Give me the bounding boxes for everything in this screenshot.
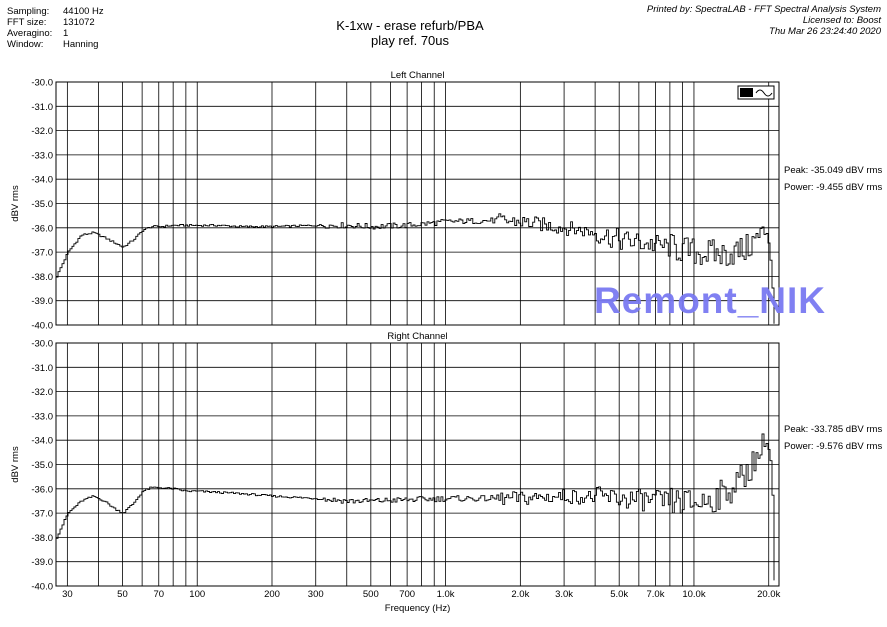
x-tick-label: 3.0k (555, 589, 573, 600)
x-tick-label: 70 (153, 589, 164, 600)
y-tick-label: -40.0 (31, 582, 53, 593)
y-tick-label: -30.0 (31, 78, 53, 89)
watermark: Remont_NIK (594, 280, 827, 321)
y-tick-label: -34.0 (31, 175, 53, 186)
title-line-2: play ref. 70us (370, 33, 450, 48)
spectrum-trace (56, 213, 775, 324)
analysis-settings: Sampling: 44100 Hz FFT size: 131072 Averag… (7, 6, 104, 50)
x-tick-label: 300 (308, 589, 324, 600)
y-tick-label: -31.0 (31, 363, 53, 374)
sampling-value: 44100 Hz (63, 6, 104, 17)
y-tick-label: -40.0 (31, 321, 53, 332)
panel-title: Left Channel (391, 70, 445, 81)
y-tick-label: -32.0 (31, 126, 53, 137)
fft-size-value: 131072 (63, 17, 95, 28)
y-tick-label: -32.0 (31, 387, 53, 398)
x-tick-label: 10.0k (682, 589, 705, 600)
y-tick-label: -38.0 (31, 533, 53, 544)
y-tick-label: -37.0 (31, 509, 53, 520)
right-stats: Peak: -33.785 dBV rms Power: -9.576 dBV … (784, 421, 882, 455)
printed-line-1: Printed by: SpectraLAB - FFT Spectral An… (646, 4, 881, 15)
y-tick-label: -39.0 (31, 296, 53, 307)
right-power: Power: -9.576 dBV rms (784, 441, 883, 452)
y-tick-label: -33.0 (31, 150, 53, 161)
x-tick-label: 1.0k (437, 589, 455, 600)
y-tick-label: -35.0 (31, 199, 53, 210)
printed-by: Printed by: SpectraLAB - FFT Spectral An… (647, 4, 881, 37)
y-tick-label: -34.0 (31, 436, 53, 447)
fft-size-label: FFT size: (7, 17, 47, 28)
x-tick-label: 700 (399, 589, 415, 600)
y-tick-label: -30.0 (31, 339, 53, 350)
y-tick-label: -36.0 (31, 223, 53, 234)
printed-line-3: Thu Mar 26 23:24:40 2020 (769, 26, 881, 37)
x-tick-label: 500 (363, 589, 379, 600)
y-tick-label: -33.0 (31, 411, 53, 422)
x-tick-label: 20.0k (757, 589, 780, 600)
x-tick-label: 200 (264, 589, 280, 600)
plot-frame (55, 81, 780, 326)
y-tick-label: -38.0 (31, 272, 53, 283)
y-axis-label: dBV rms (10, 446, 21, 483)
chart-title: K-1xw - erase refurb/PBA play ref. 70us (300, 18, 520, 48)
x-tick-label: 2.0k (511, 589, 529, 600)
averaging-value: 1 (63, 28, 69, 39)
right-peak: Peak: -33.785 dBV rms (784, 424, 883, 435)
title-line-1: K-1xw - erase refurb/PBA (336, 18, 484, 33)
left-power: Power: -9.455 dBV rms (784, 182, 883, 193)
panel-title: Right Channel (387, 331, 447, 342)
averaging-label: Averagino: (7, 28, 53, 39)
y-axis-label: dBV rms (10, 185, 21, 222)
x-tick-label: 100 (189, 589, 205, 600)
left-peak: Peak: -35.049 dBV rms (784, 165, 883, 176)
x-tick-label: 5.0k (610, 589, 628, 600)
x-axis-label: Frequency (Hz) (385, 603, 450, 614)
plot-frame (55, 342, 780, 587)
left-stats: Peak: -35.049 dBV rms Power: -9.455 dBV … (784, 162, 882, 196)
print-mode-icon-wave (755, 89, 773, 97)
y-tick-label: -37.0 (31, 248, 53, 259)
printed-line-2: Licensed to: Boost (802, 15, 881, 26)
print-mode-icon-block (740, 88, 753, 97)
spectrum-trace (56, 433, 775, 581)
y-tick-label: -35.0 (31, 460, 53, 471)
window-value: Hanning (63, 39, 99, 50)
y-tick-label: -39.0 (31, 557, 53, 568)
y-tick-label: -31.0 (31, 102, 53, 113)
sampling-label: Sampling: (7, 6, 50, 17)
x-tick-label: 30 (62, 589, 73, 600)
x-tick-label: 7.0k (646, 589, 664, 600)
x-tick-label: 50 (117, 589, 128, 600)
window-label: Window: (7, 39, 44, 50)
y-tick-label: -36.0 (31, 484, 53, 495)
